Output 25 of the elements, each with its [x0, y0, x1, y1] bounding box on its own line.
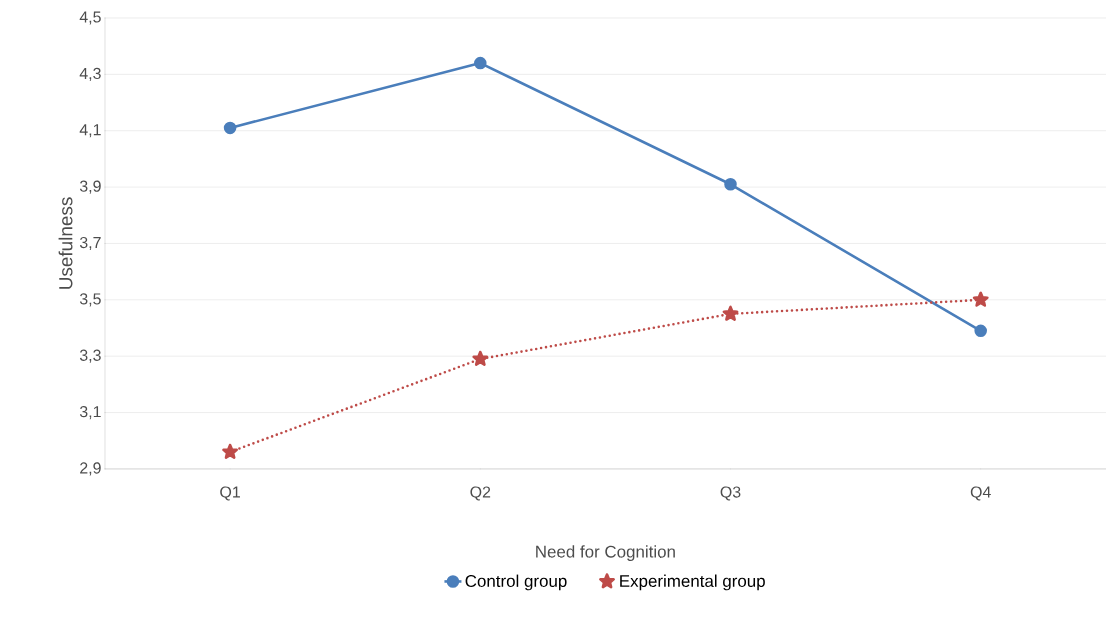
- y-tick-label: 3,5: [79, 293, 101, 307]
- x-axis-title: Need for Cognition: [536, 545, 675, 562]
- y-tick-label: 3,3: [79, 349, 101, 363]
- point: [222, 443, 239, 459]
- point: [974, 324, 987, 338]
- x-tick-label: Q2: [470, 486, 491, 501]
- y-tick-label: 3,7: [79, 236, 101, 251]
- legend-label: Control group: [465, 574, 567, 591]
- point: [472, 350, 489, 366]
- y-tick-label: 4,5: [79, 11, 101, 25]
- y-tick-label: 3,1: [79, 406, 101, 420]
- point: [474, 56, 487, 70]
- point: [722, 305, 739, 321]
- legend-label: Experimental group: [620, 574, 765, 591]
- y-axis-title: Usefulness: [58, 197, 73, 289]
- y-tick-label: 4,3: [79, 67, 101, 81]
- y-tick-label: 3,9: [79, 180, 101, 194]
- point: [223, 121, 237, 135]
- x-tick-label: Q1: [220, 486, 240, 501]
- point: [724, 178, 737, 191]
- y-tick-label: 4,1: [79, 124, 101, 138]
- y-tick-label: 2,9: [80, 462, 101, 476]
- x-tick-label: Q3: [720, 486, 741, 501]
- point: [972, 291, 989, 307]
- x-tick-label: Q4: [970, 486, 991, 501]
